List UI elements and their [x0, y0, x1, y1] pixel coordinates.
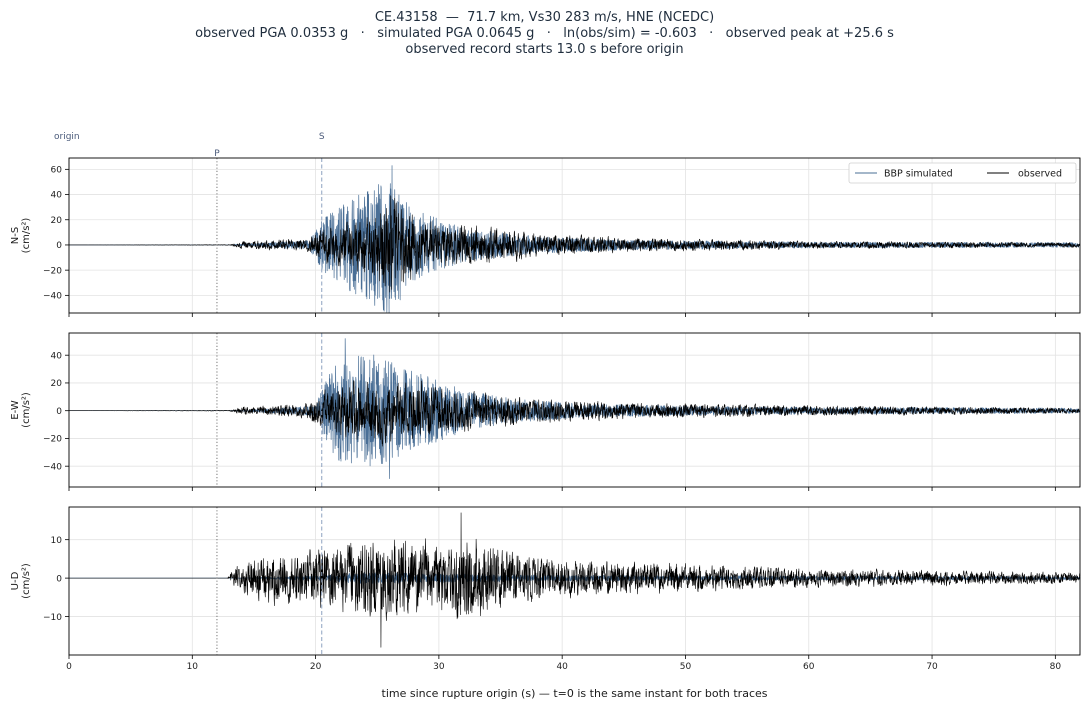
x-tick-label: 80 [1050, 662, 1062, 672]
legend-label-simulated: BBP simulated [884, 169, 953, 180]
y-tick-label: 20 [51, 216, 63, 226]
figure-title-line-3: observed record starts 13.0 s before ori… [405, 42, 684, 57]
y-axis-label: E-W(cm/s²) [10, 392, 32, 428]
y-tick-label: −20 [43, 266, 62, 276]
y-tick-label: −40 [43, 462, 62, 472]
observed-trace-3 [68, 512, 1081, 648]
panel-frame [68, 506, 1081, 656]
observed-trace-2 [68, 380, 1081, 447]
s-marker-label: S [319, 132, 325, 142]
panel-frame [68, 157, 1081, 314]
x-tick-label: 50 [680, 662, 692, 672]
x-tick-label: 0 [66, 662, 72, 672]
y-tick-label: −40 [43, 292, 62, 302]
legend-label-observed: observed [1018, 169, 1062, 180]
y-tick-label: 10 [51, 536, 63, 546]
y-tick-label: 40 [51, 191, 63, 201]
y-axis-label: U-D(cm/s²) [10, 563, 32, 599]
legend: BBP simulated observed [848, 162, 1077, 184]
x-tick-label: 10 [187, 662, 199, 672]
simulated-trace-1 [68, 165, 1081, 314]
y-tick-label: 60 [51, 166, 63, 176]
y-tick-label: 20 [51, 379, 63, 389]
y-tick-label: −10 [43, 613, 62, 623]
y-tick-label: 40 [51, 351, 63, 361]
y-tick-label: 0 [56, 407, 62, 417]
panel-1: −40 −20 0 20 40 60 N-S(cm/s²) BBP simulated obse… [10, 157, 1081, 317]
y-axis-label: N-S(cm/s²) [10, 218, 32, 254]
y-tick-label: 0 [56, 574, 62, 584]
x-tick-label: 40 [556, 662, 568, 672]
legend-box [848, 162, 1077, 184]
x-tick-label: 60 [803, 662, 815, 672]
x-tick-label: 70 [926, 662, 938, 672]
x-tick-label: 20 [310, 662, 322, 672]
x-axis-label: time since rupture origin (s) — t=0 is t… [382, 687, 768, 700]
figure-title-line-2: observed PGA 0.0353 g · simulated PGA 0.… [195, 26, 894, 41]
y-tick-label: 0 [56, 241, 62, 251]
panel-frame [68, 332, 1081, 488]
observed-trace-1 [68, 195, 1081, 293]
origin-marker-label: origin [54, 132, 80, 142]
p-marker-label: P [214, 149, 220, 159]
panel-3: 0 10 20 30 40 50 60 70 80 −10 0 10 U-D(cm/s²) [10, 506, 1081, 672]
panel-2: −40 −20 0 20 40 E-W(cm/s²) [10, 332, 1081, 491]
y-tick-label: −20 [43, 435, 62, 445]
x-tick-label: 30 [433, 662, 445, 672]
figure-title-line-1: CE.43158 — 71.7 km, Vs30 283 m/s, HNE (N… [374, 10, 715, 25]
